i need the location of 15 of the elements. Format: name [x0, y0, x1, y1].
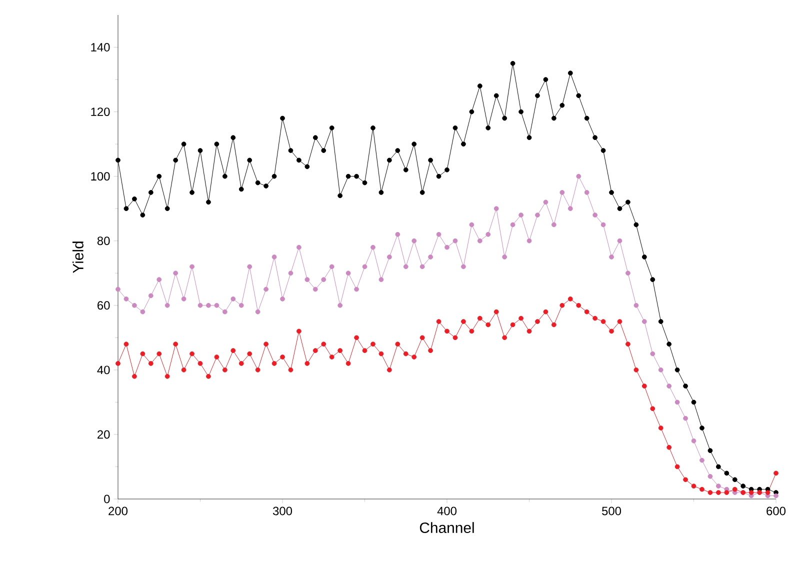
y-tick-label: 120 [91, 108, 110, 116]
y-tick-label: 20 [98, 430, 110, 439]
x-tick-label: 300 [272, 506, 292, 516]
x-tick-label: 500 [602, 506, 622, 516]
x-tick-label: 400 [437, 506, 457, 516]
y-tick-label: 80 [97, 236, 110, 246]
y-tick-label: 40 [97, 366, 110, 374]
x-tick-label: 600 [766, 506, 786, 516]
y-tick-label: 60 [98, 301, 110, 310]
x-tick-label: 200 [108, 506, 128, 516]
y-axis-title: Yield [72, 242, 84, 274]
y-tick-label: 0 [104, 494, 110, 504]
y-tick-label: 140 [91, 43, 110, 52]
y-tick-label: 100 [91, 172, 110, 181]
x-axis-title: Channel [420, 522, 474, 534]
